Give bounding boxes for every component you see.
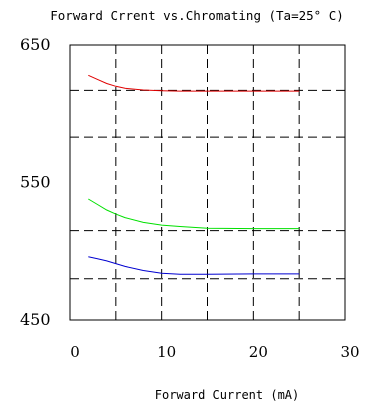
y-tick-label: 650 [20, 35, 51, 54]
y-tick-label: 550 [20, 173, 51, 192]
x-tick-label: 20 [249, 343, 268, 361]
series-layer [88, 74, 300, 275]
x-tick-label: 10 [157, 343, 176, 361]
x-tick-label: 30 [340, 343, 359, 361]
series-line-3 [88, 256, 300, 275]
y-tick-label: 450 [20, 310, 51, 329]
plot-area [69, 44, 346, 321]
series-line-2 [88, 198, 300, 230]
chart-title: Forward Crrent vs.Chromating (Ta=25° C) [50, 8, 344, 23]
x-tick-label: 0 [70, 343, 80, 361]
series-line-1 [88, 74, 300, 92]
tick-labels: 0 10 20 30 450 550 650 [20, 35, 360, 361]
x-axis-label: Forward Current (mA) [155, 388, 300, 402]
